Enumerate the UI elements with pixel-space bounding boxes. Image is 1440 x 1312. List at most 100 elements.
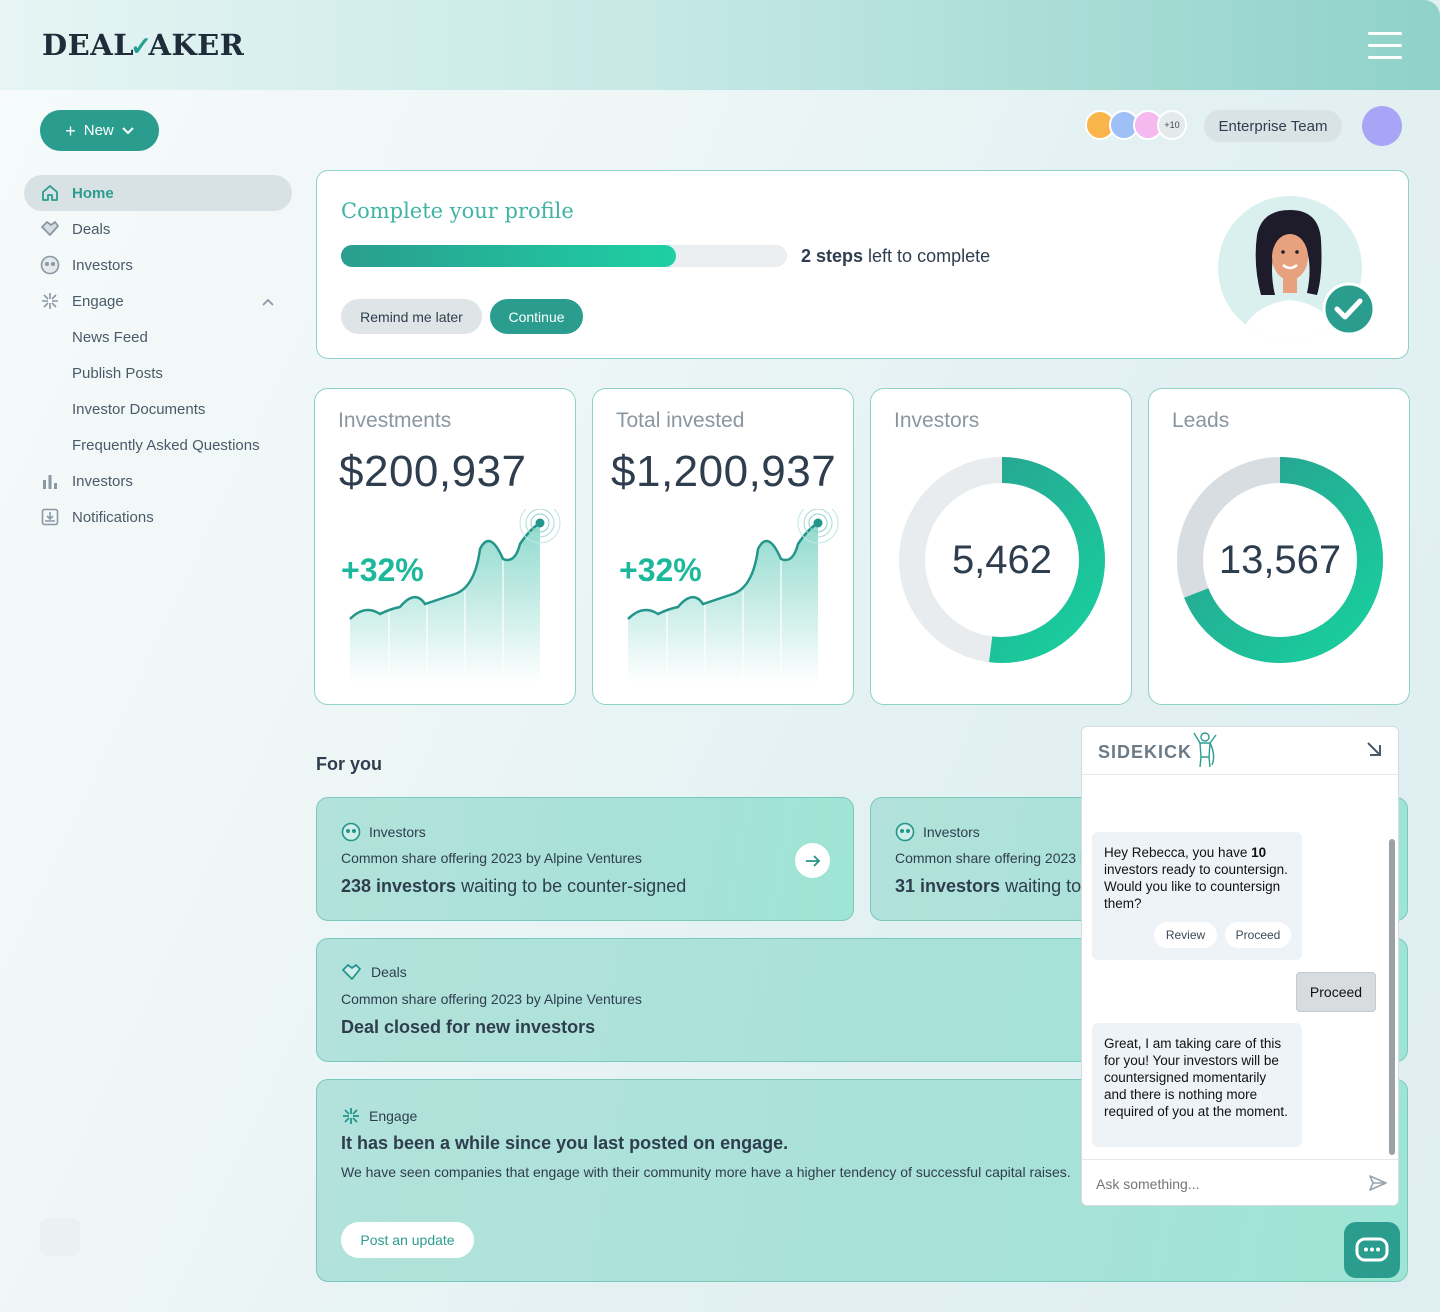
feed-card-headline: It has been a while since you last poste… <box>341 1133 789 1153</box>
for-you-heading: For you <box>316 754 382 774</box>
avatar <box>1133 110 1163 140</box>
review-chip[interactable]: Review <box>1154 922 1217 948</box>
continue-button[interactable]: Continue <box>490 299 583 334</box>
sidebar-item-label: Investor Documents <box>72 400 206 418</box>
donut-value-arc <box>1177 457 1383 663</box>
logo-tick: ✓ <box>130 32 153 62</box>
feed-card-category: Investors <box>341 822 426 842</box>
stat-label: Total invested <box>616 409 745 432</box>
stat-card-investments[interactable]: Investments $200,937 +32% <box>314 388 576 705</box>
investors-icon <box>40 255 60 275</box>
sidekick-chat-panel: SIDEKICK Hey Rebecca, you have 10 invest… <box>1081 726 1399 1206</box>
stat-card-investors[interactable]: Investors 5,462 <box>870 388 1132 705</box>
stat-label: Investments <box>338 409 452 432</box>
sidebar-item-publish-posts[interactable]: Publish Posts <box>24 355 292 391</box>
profile-progress-bar <box>341 245 787 267</box>
sidebar-item-engage[interactable]: Engage <box>24 283 292 319</box>
sidebar-item-deals[interactable]: Deals <box>24 211 292 247</box>
post-update-button[interactable]: Post an update <box>341 1222 474 1258</box>
stat-card-total-invested[interactable]: Total invested $1,200,937 +32% <box>592 388 854 705</box>
sidekick-header: SIDEKICK <box>1082 727 1398 775</box>
chat-bubble-icon <box>1355 1237 1389 1262</box>
sparkle-icon <box>343 1108 359 1124</box>
chat-input[interactable] <box>1096 1172 1356 1196</box>
stat-change: +32% <box>619 552 702 588</box>
feed-card-subtitle: Common share offering 2023 by Alpine Ven… <box>341 991 642 1007</box>
user-avatar[interactable] <box>1362 106 1402 146</box>
sidebar-item-label: Home <box>72 184 114 202</box>
investors-donut-chart <box>899 457 1105 663</box>
donut-value-arc <box>899 457 1105 663</box>
profile-illustration <box>1218 196 1376 340</box>
stat-change: +32% <box>341 552 424 588</box>
stat-value: $1,200,937 <box>611 447 837 496</box>
new-button[interactable]: + New <box>40 110 159 151</box>
profile-card-title: Complete your profile <box>341 199 574 223</box>
chat-toggle-button[interactable] <box>1344 1222 1400 1278</box>
sparkline-chart <box>627 509 839 684</box>
proceed-chip[interactable]: Proceed <box>1225 922 1291 948</box>
sidebar-item-investors[interactable]: Investors <box>24 247 292 283</box>
team-selector[interactable]: Enterprise Team <box>1204 110 1342 142</box>
sidebar-item-label: Investors <box>72 256 133 274</box>
bar-chart-icon <box>40 471 60 491</box>
feed-card-body: We have seen companies that engage with … <box>341 1164 1071 1180</box>
sidebar-nav: Home Deals Investors Engage News Feed Pu… <box>24 175 292 535</box>
sidebar-item-label: Frequently Asked Questions <box>72 436 260 454</box>
minimize-arrow-icon[interactable] <box>1364 739 1384 759</box>
top-bar: DEAL✓AKER <box>0 0 1440 90</box>
home-icon <box>40 183 60 203</box>
dealmaker-logo[interactable]: DEAL✓AKER <box>42 28 245 62</box>
sidebar-item-notifications[interactable]: Notifications <box>24 499 292 535</box>
feed-card-main-text: 238 investors waiting to be counter-sign… <box>341 876 687 896</box>
handshake-icon <box>342 964 361 980</box>
sidebar-item-faq[interactable]: Frequently Asked Questions <box>24 427 292 463</box>
bot-message: Great, I am taking care of this for you!… <box>1092 1023 1302 1147</box>
sidebar-item-news-feed[interactable]: News Feed <box>24 319 292 355</box>
feed-card-category: Engage <box>341 1106 417 1126</box>
feed-card-subtitle: Common share offering 2023 by Alpine Ven… <box>341 850 642 866</box>
new-button-label: New <box>83 122 114 139</box>
remind-later-button[interactable]: Remind me later <box>341 299 482 334</box>
chat-scrollbar[interactable] <box>1389 839 1395 1155</box>
feed-card-investors[interactable]: Investors Common share offering 2023 by … <box>316 797 854 921</box>
stat-card-leads[interactable]: Leads 13,567 <box>1148 388 1410 705</box>
investors-icon <box>341 822 361 842</box>
chevron-up-icon[interactable] <box>262 293 274 310</box>
steps-remaining-text: 2 steps left to complete <box>801 246 991 266</box>
complete-profile-card: Complete your profile 2 steps left to co… <box>316 170 1409 359</box>
stat-value: $200,937 <box>339 447 527 496</box>
hamburger-menu-icon[interactable] <box>1368 32 1402 60</box>
sidebar-item-investors-analytics[interactable]: Investors <box>24 463 292 499</box>
plus-icon: + <box>65 120 76 141</box>
sparkline-chart <box>349 509 561 684</box>
sidebar-item-label: Notifications <box>72 508 154 526</box>
profile-progress-fill <box>341 245 676 267</box>
sidebar-footer-placeholder <box>40 1218 80 1256</box>
stat-label: Investors <box>894 409 980 432</box>
sidekick-title: SIDEKICK <box>1098 742 1193 762</box>
feed-card-category: Investors <box>895 822 980 842</box>
sidebar-item-label: News Feed <box>72 328 148 346</box>
send-icon[interactable] <box>1368 1174 1388 1192</box>
sidebar-item-label: Investors <box>72 472 133 490</box>
inbox-icon <box>40 507 60 527</box>
handshake-icon <box>40 219 60 239</box>
sidebar-item-investor-documents[interactable]: Investor Documents <box>24 391 292 427</box>
team-avatars[interactable]: +10 <box>1085 110 1187 142</box>
more-members-badge: +10 <box>1157 110 1187 140</box>
arrow-right-icon <box>805 854 820 867</box>
leads-donut-chart <box>1177 457 1383 663</box>
arrow-right-button[interactable] <box>795 843 830 878</box>
chat-input-row <box>1082 1159 1398 1205</box>
stat-label: Leads <box>1172 409 1230 432</box>
user-message: Proceed <box>1296 972 1376 1012</box>
sparkle-icon <box>40 291 60 311</box>
donut-center-value: 5,462 <box>951 537 1053 582</box>
sidebar-item-label: Deals <box>72 220 111 238</box>
feed-card-category: Deals <box>341 963 407 981</box>
superhero-icon <box>1193 732 1217 768</box>
feed-card-main-text: Deal closed for new investors <box>341 1017 596 1037</box>
sidebar-item-home[interactable]: Home <box>24 175 292 211</box>
sidebar-item-label: Publish Posts <box>72 364 163 382</box>
